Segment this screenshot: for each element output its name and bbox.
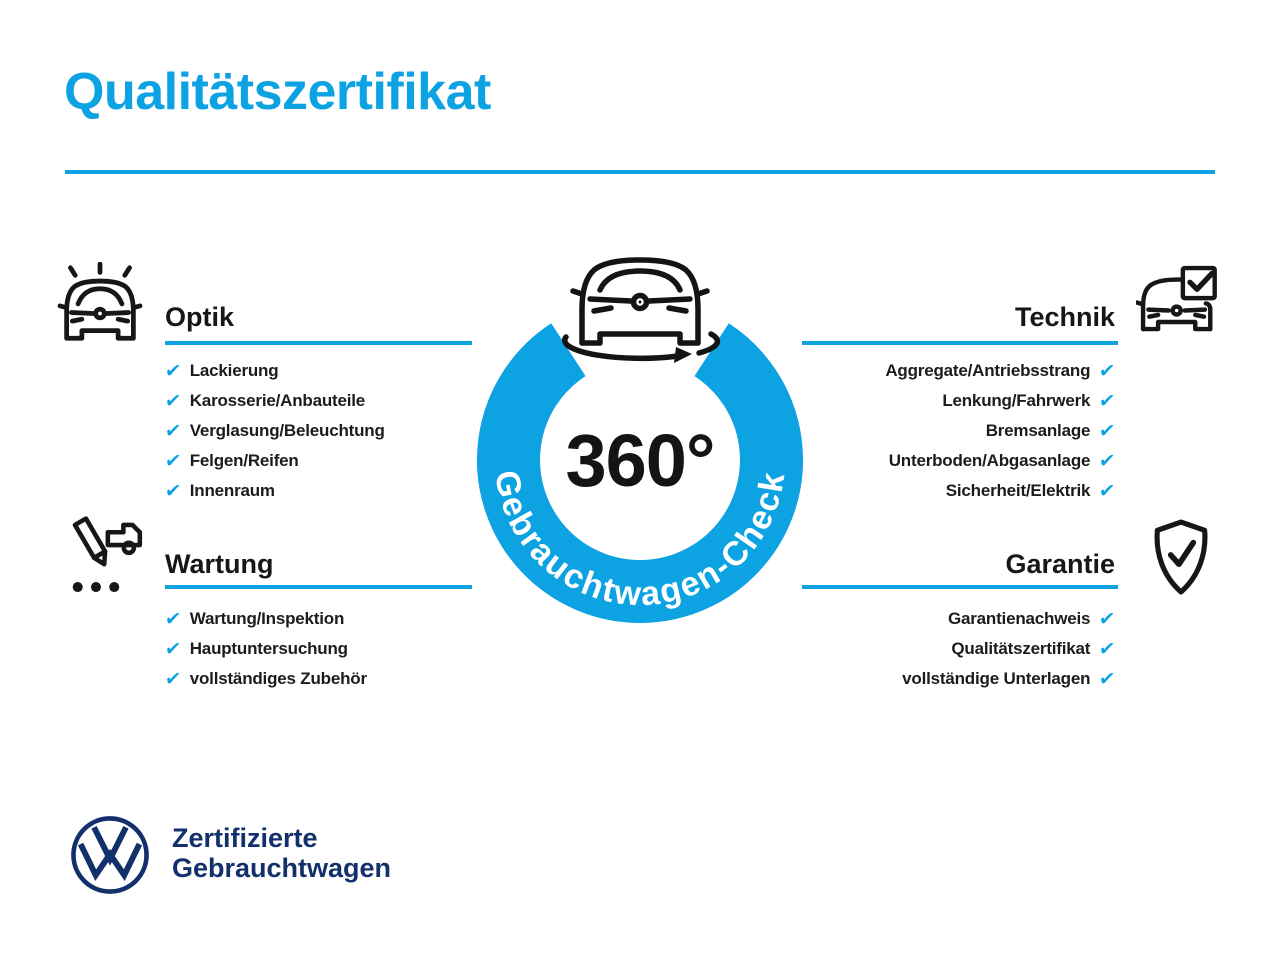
check-icon: ✔ [1098,420,1117,442]
check-icon: ✔ [163,638,182,660]
check-icon: ✔ [163,420,182,442]
check-icon: ✔ [163,390,182,412]
section-rule-technik [802,341,1118,345]
checklist-item-label: Felgen/Reifen [189,451,299,470]
section-rule-optik [165,341,472,345]
check-icon: ✔ [163,360,182,382]
checklist-item: ✔ Felgen/Reifen [163,446,385,476]
checklist-item: Aggregate/Antriebsstrang ✔ [885,356,1117,386]
checklist-garantie: Garantienachweis ✔ Qualitätszertifikat ✔ v… [902,604,1117,694]
checklist-item: Bremsanlage ✔ [885,416,1117,446]
checklist-item-label: Wartung/Inspektion [189,609,345,628]
check-icon: ✔ [1098,390,1117,412]
checklist-item-label: Qualitätszertifikat [951,639,1091,658]
checklist-item-label: Karosserie/Anbauteile [189,391,366,410]
service-checklist-icon [72,516,143,593]
checklist-item-label: Aggregate/Antriebsstrang [885,361,1091,380]
check-icon: ✔ [1098,450,1117,472]
checklist-item: vollständige Unterlagen ✔ [902,664,1117,694]
checklist-item: ✔ Verglasung/Beleuchtung [163,416,385,446]
check-icon: ✔ [163,450,182,472]
checklist-item-label: vollständige Unterlagen [902,669,1091,688]
section-rule-garantie [802,585,1118,589]
checklist-item: ✔ Innenraum [163,476,385,506]
checklist-item-label: Lackierung [189,361,279,380]
brand-claim-line2: Gebrauchtwagen [172,853,392,883]
check-icon: ✔ [1098,608,1117,630]
brand-claim: Zertifizierte Gebrauchtwagen [172,823,391,883]
checklist-item: Unterboden/Abgasanlage ✔ [885,446,1117,476]
title-divider [65,170,1215,174]
car-shine-icon [57,262,143,341]
check-icon: ✔ [1098,638,1117,660]
check-icon: ✔ [163,608,182,630]
vw-logo [71,816,149,894]
checklist-item-label: Bremsanlage [985,421,1091,440]
shield-check-icon [1154,519,1208,595]
checklist-item-label: Hauptuntersuchung [189,639,348,658]
checklist-item-label: Garantienachweis [947,609,1091,628]
ring-arc [477,323,803,623]
checklist-item: ✔ vollständiges Zubehör [163,664,367,694]
checklist-item: ✔ Karosserie/Anbauteile [163,386,385,416]
degree-label: 360° [565,419,714,502]
section-title-technik: Technik [1014,302,1115,332]
check-icon: ✔ [1098,360,1117,382]
checklist-item: ✔ Hauptuntersuchung [163,634,367,664]
checklist-item: ✔ Wartung/Inspektion [163,604,367,634]
page-title: Qualitätszertifikat [64,63,491,121]
check-icon: ✔ [163,668,182,690]
checklist-item: Lenkung/Fahrwerk ✔ [885,386,1117,416]
checklist-item-label: Lenkung/Fahrwerk [942,391,1091,410]
car-rotation-360-icon [561,257,721,363]
checklist-item-label: Unterboden/Abgasanlage [888,451,1091,470]
section-rule-wartung [165,585,472,589]
check-icon: ✔ [1098,668,1117,690]
check-icon: ✔ [1098,480,1117,502]
checklist-technik: Aggregate/Antriebsstrang ✔ Lenkung/Fahrwe… [885,356,1117,506]
checklist-item: Garantienachweis ✔ [902,604,1117,634]
checklist-item: ✔ Lackierung [163,356,385,386]
center-360-badge: Gebrauchtwagen-Check 360° [477,257,803,623]
car-checkbox-icon [1136,265,1217,332]
checklist-item-label: vollständiges Zubehör [189,669,367,688]
checklist-item-label: Verglasung/Beleuchtung [189,421,385,440]
section-title-garantie: Garantie [1005,549,1115,579]
brand-claim-line1: Zertifizierte [172,823,318,853]
checklist-item-label: Sicherheit/Elektrik [945,481,1091,500]
checklist-item: Sicherheit/Elektrik ✔ [885,476,1117,506]
checklist-item: Qualitätszertifikat ✔ [902,634,1117,664]
checklist-item-label: Innenraum [189,481,275,500]
checklist-wartung: ✔ Wartung/Inspektion ✔ Hauptuntersuchung ✔… [163,604,367,694]
section-title-optik: Optik [165,302,235,332]
check-icon: ✔ [163,480,182,502]
section-title-wartung: Wartung [165,549,274,579]
checklist-optik: ✔ Lackierung ✔ Karosserie/Anbauteile ✔ Verg… [163,356,385,506]
